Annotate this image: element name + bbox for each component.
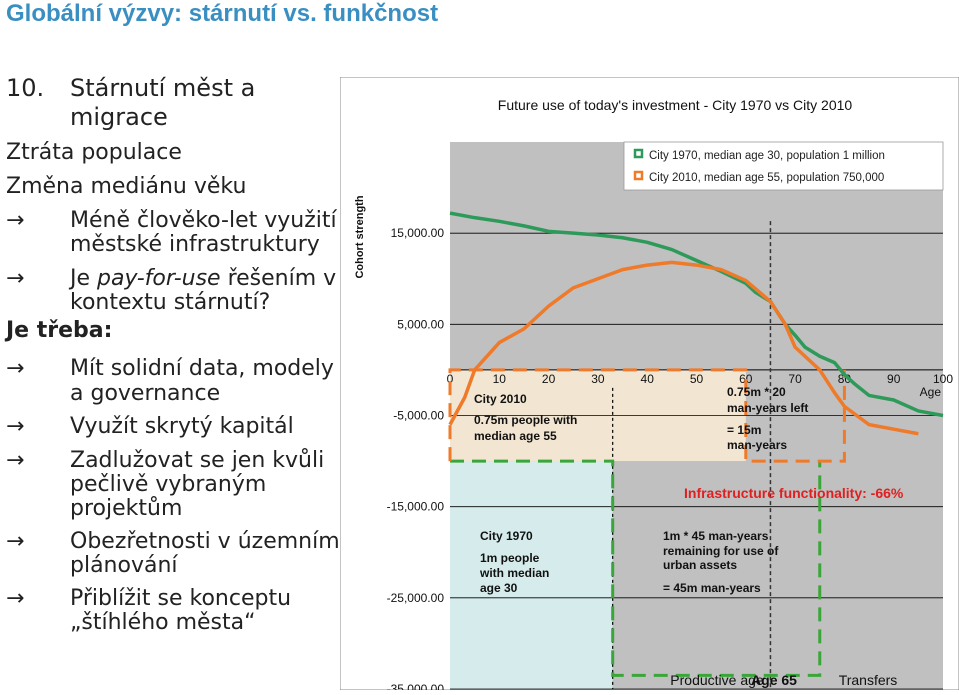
bullet-2-em: pay-for-use xyxy=(97,266,221,291)
city-1970-curve xyxy=(449,211,944,418)
arrow-icon: → xyxy=(6,586,25,611)
city-2010-people: 0.75m people with xyxy=(474,413,577,427)
city-2010-dashed-outline xyxy=(448,368,846,463)
x-axis-label: Age xyxy=(920,385,942,399)
age-65-label: Age 65 xyxy=(751,672,797,688)
x-tick-label: 10 xyxy=(493,372,507,386)
legend-label: City 1970, median age 30, population 1 m… xyxy=(649,150,885,162)
city-1970-calc-line1: 1m * 45 man-years xyxy=(663,529,769,543)
bullet-6-line2: plánování xyxy=(70,553,178,578)
city-1970-people: 1m people xyxy=(480,551,540,565)
city-2010-calc-line4: man-years xyxy=(727,438,787,452)
productive-age-label: Productive age xyxy=(670,672,764,688)
infrastructure-functionality-label: Infrastructure functionality: -66% xyxy=(684,485,904,501)
bullet-7-line1: Přiblížit se konceptu xyxy=(70,586,292,611)
x-tick-label: 30 xyxy=(591,372,605,386)
bullet-5-line1: Zadlužovat se jen kvůli xyxy=(70,448,325,473)
section-heading-line2: migrace xyxy=(70,103,168,131)
x-tick-label: 40 xyxy=(641,372,655,386)
chart-svg: Future use of today's investment - City … xyxy=(339,76,959,695)
y-tick-label: -35,000.00 xyxy=(387,682,445,690)
city-1970-calc-line4: = 45m man-years xyxy=(663,581,761,595)
y-axis-label: Cohort strength xyxy=(354,195,366,278)
city-1970-box xyxy=(450,461,613,689)
bullet-2-post: řešením v xyxy=(220,266,337,291)
city-1970-calc-line3: urban assets xyxy=(663,558,737,572)
arrow-icon: → xyxy=(6,356,25,381)
transfers-label: Transfers xyxy=(839,672,898,688)
x-tick-label: 90 xyxy=(887,372,901,386)
bullet-4: Využít skrytý kapitál xyxy=(70,414,294,439)
y-tick-label: -5,000.00 xyxy=(393,409,444,423)
slide-title: Globální výzvy: stárnutí vs. funkčnost xyxy=(6,0,439,27)
city-1970-age: age 30 xyxy=(480,581,518,595)
plot-area: 15,000.00 5,000.00 -5,000.00 -15,000.00 -25,… xyxy=(387,141,953,695)
bullet-3-line1: Mít solidní data, modely xyxy=(70,356,334,381)
city-2010-median: median age 55 xyxy=(474,429,557,443)
section-heading-line1: Stárnutí měst a xyxy=(70,74,256,102)
bullet-6-line1: Obezřetnosti v územním xyxy=(70,529,340,554)
y-tick-label: -15,000.00 xyxy=(387,500,445,514)
section-number: 10. xyxy=(6,74,45,102)
x-tick-label: 0 xyxy=(447,372,454,386)
x-tick-label: 50 xyxy=(690,372,704,386)
x-tick-label: 20 xyxy=(542,372,556,386)
arrow-icon: → xyxy=(6,448,25,473)
city-2010-calc-line3: = 15m xyxy=(727,423,761,437)
bullet-1-line2: městské infrastruktury xyxy=(70,232,320,257)
bullet-1-line1: Méně člověko-let využití xyxy=(70,208,337,233)
city-1970-median: with median xyxy=(479,566,549,580)
arrow-icon: → xyxy=(6,208,25,233)
y-tick-label: 15,000.00 xyxy=(391,226,445,240)
x-tick-label: 100 xyxy=(933,372,953,386)
legend-label: City 2010, median age 55, population 750… xyxy=(649,172,884,184)
y-tick-label: -25,000.00 xyxy=(387,591,445,605)
city-2010-curve xyxy=(448,260,919,436)
bullet-5-line3: projektům xyxy=(70,496,183,521)
chart-title: Future use of today's investment - City … xyxy=(498,97,853,113)
arrow-icon: → xyxy=(6,529,25,554)
city-1970-label: City 1970 xyxy=(480,529,533,543)
bullet-3-line2: a governance xyxy=(70,381,221,406)
city-2010-calc-line2: man-years left xyxy=(727,401,808,415)
legend-box xyxy=(623,141,944,191)
city-2010-calc-line1: 0.75m * 20 xyxy=(727,385,786,399)
city-1970-calc-line2: remaining for use of xyxy=(663,544,779,558)
arrow-icon: → xyxy=(6,414,25,439)
remaining-box xyxy=(612,461,943,689)
cohort-chart: Future use of today's investment - City … xyxy=(339,76,959,695)
x-tick-label: 70 xyxy=(788,372,802,386)
point-median-age: Změna mediánu věku xyxy=(6,174,247,199)
legend-swatch xyxy=(633,170,644,181)
bullet-2-pre: Je xyxy=(70,266,98,291)
arrow-icon: → xyxy=(6,266,25,291)
city-1970-dashed-outline xyxy=(450,459,822,677)
bullet-2-line1: Je pay-for-use řešením v xyxy=(70,266,336,291)
bullet-7-line2: „štíhlého města“ xyxy=(70,610,256,635)
legend-swatch xyxy=(633,148,644,159)
point-population-loss: Ztráta populace xyxy=(6,140,182,165)
y-tick-label: 5,000.00 xyxy=(397,317,444,331)
needs-heading: Je třeba: xyxy=(6,318,113,343)
bullet-2-line2: kontextu stárnutí? xyxy=(70,290,271,315)
bullet-5-line2: pečlivě vybraným xyxy=(70,472,267,497)
x-tick-label: 60 xyxy=(739,372,753,386)
city-2010-label: City 2010 xyxy=(474,392,527,406)
